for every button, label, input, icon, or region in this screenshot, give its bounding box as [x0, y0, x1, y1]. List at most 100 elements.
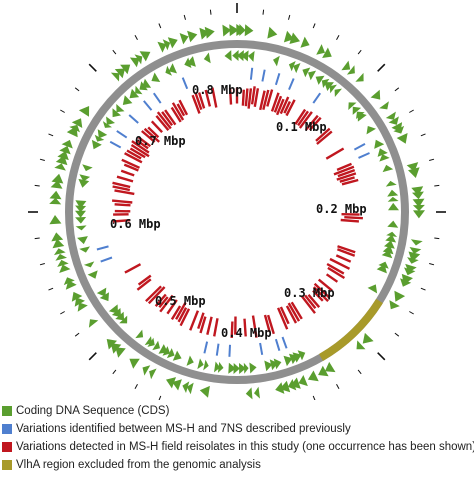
cds-arrow — [187, 30, 198, 43]
cds-arrow — [370, 89, 381, 100]
previous-variation-mark — [358, 152, 370, 159]
previous-variation-mark — [152, 92, 162, 104]
cds-arrow — [236, 50, 244, 62]
cds-arrow — [283, 355, 293, 367]
field-variation-mark — [170, 305, 182, 321]
cds-arrow — [186, 355, 194, 366]
scale-tick — [88, 63, 97, 72]
cds-arrow — [233, 363, 240, 374]
field-variation-mark — [287, 302, 301, 322]
scale-tick — [88, 352, 97, 361]
cds-arrow — [49, 215, 62, 225]
field-variation-mark — [155, 115, 170, 131]
cds-arrow — [106, 116, 115, 125]
label-0-4-mbp: 0.4 Mbp — [221, 326, 272, 340]
cds-arrow — [300, 36, 310, 48]
field-variation-mark — [161, 111, 174, 127]
legend-swatch-previous-variations — [2, 424, 12, 434]
field-variation-mark — [327, 266, 346, 280]
field-variation-mark — [178, 99, 189, 116]
cds-arrow — [362, 332, 374, 344]
cds-arrow — [57, 259, 69, 267]
cds-arrow — [110, 343, 122, 354]
field-variation-mark — [298, 111, 313, 129]
field-variation-mark — [136, 139, 149, 150]
cds-arrow — [129, 358, 140, 369]
field-variation-mark — [325, 147, 345, 160]
cds-arrow — [249, 362, 257, 374]
cds-arrow — [264, 360, 273, 372]
legend-label-previous-variations: Variations identified between MS-H and 7… — [16, 423, 351, 435]
cds-arrow — [79, 174, 91, 182]
cds-arrow — [356, 340, 366, 350]
field-variation-mark — [131, 140, 150, 154]
cds-arrow — [287, 379, 297, 391]
field-variation-mark — [285, 305, 298, 324]
field-variation-mark — [130, 143, 150, 158]
field-variation-mark — [150, 120, 163, 134]
cds-arrow — [308, 70, 317, 81]
legend-swatch-field-variations — [2, 442, 12, 452]
cds-arrow — [166, 377, 176, 389]
field-variation-mark — [156, 111, 172, 130]
scale-tick — [429, 158, 435, 161]
label-0-5-mbp: 0.5 Mbp — [155, 294, 206, 308]
field-variation-mark — [191, 94, 201, 114]
cds-arrow — [334, 88, 342, 97]
field-variation-mark — [124, 152, 143, 164]
cds-arrow — [348, 102, 357, 110]
cds-arrow — [63, 277, 75, 286]
cds-arrow — [389, 300, 400, 310]
cds-arrow — [49, 190, 62, 200]
cds-arrow — [87, 270, 98, 279]
field-variation-mark — [297, 110, 309, 127]
cds-arrow — [254, 386, 260, 399]
cds-arrow — [52, 238, 65, 249]
cds-arrow — [217, 361, 224, 373]
field-variation-mark — [114, 189, 135, 196]
field-variation-mark — [315, 127, 331, 142]
field-variation-mark — [114, 203, 131, 207]
field-variation-mark — [211, 87, 218, 108]
field-variation-mark — [171, 102, 185, 121]
cds-arrow — [214, 361, 221, 373]
cds-arrow — [96, 287, 107, 297]
cds-arrow — [229, 24, 239, 37]
cds-arrow — [78, 106, 90, 117]
previous-variation-mark — [259, 342, 264, 355]
field-variation-mark — [304, 294, 317, 309]
cds-arrow — [243, 362, 249, 374]
cds-arrow — [179, 33, 189, 45]
field-variation-mark — [116, 175, 134, 183]
cds-arrow — [186, 56, 196, 67]
scale-tick — [288, 14, 291, 20]
cds-arrow — [379, 101, 389, 110]
scale-tick — [74, 87, 80, 92]
field-variation-mark — [273, 95, 283, 113]
cds-arrow — [316, 44, 325, 55]
cds-inner-track — [75, 50, 399, 374]
field-variation-mark — [129, 147, 146, 159]
field-variation-mark — [341, 178, 359, 186]
cds-arrow — [381, 250, 393, 259]
cds-arrow — [158, 344, 168, 354]
genome-backbone-circle — [65, 40, 409, 384]
previous-variation-mark — [96, 245, 109, 251]
field-variation-mark — [312, 289, 324, 302]
label-0-8-mbp: 0.8 Mbp — [192, 83, 243, 97]
scale-tick — [420, 133, 426, 137]
label-0-2-mbp: 0.2 Mbp — [316, 202, 367, 216]
cds-arrow — [75, 210, 86, 218]
cds-arrow — [394, 290, 406, 302]
cds-arrow — [142, 365, 151, 376]
field-variation-mark — [329, 257, 351, 270]
field-variation-mark — [283, 100, 291, 114]
field-variation-mark — [266, 89, 274, 107]
field-variation-mark — [199, 316, 207, 334]
label-0-3-mbp: 0.3 Mbp — [284, 286, 335, 300]
cds-arrow — [367, 284, 378, 294]
cds-arrow — [236, 24, 246, 36]
cds-arrow — [77, 236, 88, 245]
cds-arrow — [122, 95, 133, 105]
cds-arrow — [288, 61, 296, 72]
